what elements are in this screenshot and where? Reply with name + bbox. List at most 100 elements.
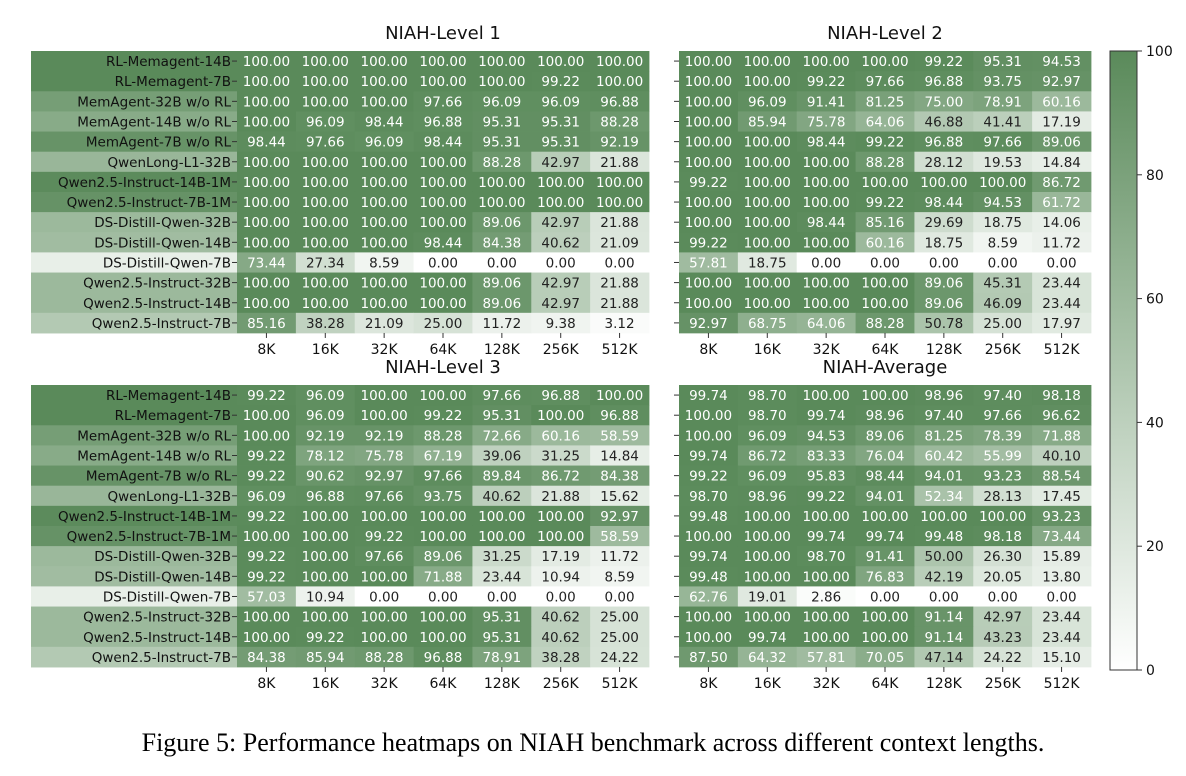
heatmap-cell [590, 91, 650, 112]
cell-label: 89.84 [483, 469, 522, 485]
heatmap-cell [354, 525, 414, 547]
heatmap-cell [737, 51, 798, 72]
heatmap-cell [413, 525, 473, 547]
heatmap-cell [295, 252, 356, 273]
row-label: DS-Distill-Qwen-7B [103, 255, 231, 271]
heatmap-cell [973, 51, 1033, 72]
cell-label: 58.59 [600, 529, 639, 545]
cell-label: 100.00 [920, 509, 967, 525]
cell-label: 94.01 [866, 489, 905, 505]
heatmap-cell [855, 171, 915, 193]
heatmap-cell [354, 131, 414, 153]
cell-label: 42.97 [983, 610, 1022, 626]
heatmap-cell [796, 505, 856, 527]
panel-title: NIAH-Level 2 [827, 23, 943, 44]
cell-label: 100.00 [243, 155, 290, 171]
cell-label: 92.97 [600, 509, 639, 525]
cell-label: 99.48 [689, 569, 728, 585]
cell-label: 40.62 [541, 630, 580, 646]
cell-label: 100.00 [685, 408, 732, 424]
cell-label: 89.06 [925, 296, 964, 312]
cell-label: 0.00 [428, 589, 458, 605]
heatmap-cell [679, 546, 739, 567]
heatmap-cell [413, 292, 473, 314]
heatmap-cell [1032, 566, 1092, 587]
heatmap-cell [914, 131, 974, 153]
row-label: Qwen2.5-Instruct-32B [83, 610, 231, 626]
heatmap-cell [413, 212, 473, 233]
cell-label: 45.31 [983, 276, 1022, 292]
cell-label: 97.66 [424, 469, 463, 485]
row-label: DS-Distill-Qwen-14B [94, 569, 231, 585]
heatmap-cell [295, 425, 356, 446]
cell-label: 93.23 [1042, 509, 1081, 525]
cell-label: 0.00 [988, 589, 1018, 605]
heatmap-cell [531, 505, 591, 527]
heatmap-cell [472, 586, 532, 607]
cell-label: 96.09 [483, 94, 522, 110]
heatmap-cell [796, 646, 856, 668]
cell-label: 100.00 [243, 94, 290, 110]
heatmap-cell [237, 111, 297, 132]
row-label: MemAgent-7B w/o RL [86, 469, 232, 485]
heatmap-cell [973, 232, 1033, 253]
cell-label: 100.00 [302, 235, 349, 251]
cell-label: 100.00 [596, 74, 643, 90]
row-label-band [31, 292, 237, 314]
cell-label: 88.28 [600, 114, 639, 130]
heatmap-cell [914, 465, 974, 487]
heatmap-cell [354, 71, 414, 92]
heatmap-cell [679, 606, 739, 628]
cell-label: 18.75 [748, 255, 787, 271]
cell-label: 99.22 [247, 549, 286, 565]
cell-label: 100.00 [744, 509, 791, 525]
heatmap-cell [590, 626, 650, 648]
colorbar-tick-label: 80 [1146, 168, 1164, 184]
heatmap-cell [679, 131, 739, 153]
row-label-band [31, 445, 237, 467]
cell-label: 28.13 [983, 489, 1022, 505]
cell-label: 100.00 [361, 155, 408, 171]
cell-label: 95.31 [483, 408, 522, 424]
heatmap-cell [679, 405, 739, 426]
cell-label: 100.00 [243, 114, 290, 130]
x-tick-label: 128K [926, 676, 963, 692]
cell-label: 0.00 [487, 589, 517, 605]
cell-label: 40.62 [483, 489, 522, 505]
cell-label: 99.74 [689, 549, 728, 565]
cell-label: 99.22 [541, 74, 580, 90]
cell-label: 78.91 [483, 650, 522, 666]
heatmap-cell [737, 191, 798, 213]
row-label: Qwen2.5-Instruct-7B-1M [67, 529, 231, 545]
cell-label: 96.88 [306, 489, 345, 505]
heatmap-cell [796, 212, 856, 233]
cell-label: 88.28 [365, 650, 404, 666]
cell-label: 15.62 [600, 489, 639, 505]
cell-label: 98.44 [424, 135, 463, 151]
heatmap-cell [531, 646, 591, 668]
heatmap-cell [914, 566, 974, 587]
heatmap-cell [295, 111, 356, 132]
heatmap-cell [796, 71, 856, 92]
cell-label: 100.00 [920, 175, 967, 191]
row-label: Qwen2.5-Instruct-7B [92, 316, 231, 332]
cell-label: 57.81 [689, 255, 728, 271]
heatmap-cell [354, 272, 414, 294]
cell-label: 99.22 [247, 448, 286, 464]
cell-label: 98.44 [807, 215, 846, 231]
x-tick-label: 8K [699, 676, 718, 692]
heatmap-cell [914, 485, 974, 507]
cell-label: 96.09 [748, 469, 787, 485]
heatmap-cell [354, 505, 414, 527]
heatmap-cell [914, 51, 974, 72]
heatmap-cell [855, 445, 915, 466]
heatmap-cell [531, 151, 591, 173]
cell-label: 100.00 [744, 215, 791, 231]
heatmap-cell [295, 232, 356, 253]
cell-label: 88.28 [424, 428, 463, 444]
cell-label: 19.53 [983, 155, 1022, 171]
cell-label: 76.83 [866, 569, 905, 585]
cell-label: 17.45 [1042, 489, 1081, 505]
heatmap-cell [590, 405, 650, 426]
heatmap-cell [354, 292, 414, 314]
